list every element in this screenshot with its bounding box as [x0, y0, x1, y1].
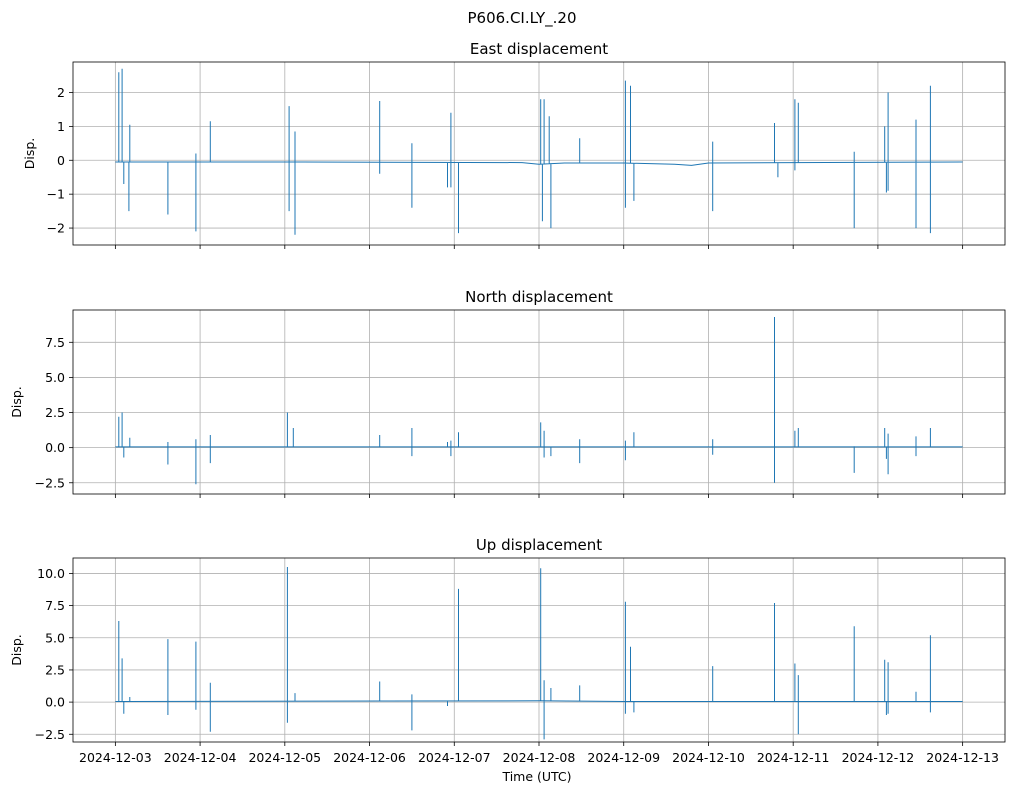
- y-tick: −2: [47, 221, 73, 236]
- displacement-series: [115, 567, 963, 740]
- y-tick: 7.5: [45, 335, 73, 350]
- y-tick-label: −1: [47, 187, 65, 202]
- x-tick: 2024-12-08: [503, 742, 576, 765]
- x-axis-label: Time (UTC): [501, 769, 571, 784]
- grid: [73, 310, 1005, 494]
- x-tick: 2024-12-13: [926, 742, 999, 765]
- y-axis-label: Disp.: [9, 634, 24, 666]
- y-tick-label: 0.0: [45, 695, 65, 710]
- x-tick-label: 2024-12-05: [248, 750, 321, 765]
- y-tick: 7.5: [45, 598, 73, 613]
- x-tick: 2024-12-12: [842, 742, 915, 765]
- y-tick: 0: [57, 153, 73, 168]
- y-tick-label: 7.5: [45, 598, 65, 613]
- y-tick-label: 10.0: [37, 566, 65, 581]
- x-tick: 2024-12-05: [248, 742, 321, 765]
- y-axis-label: Disp.: [22, 138, 37, 170]
- x-tick-label: 2024-12-07: [418, 750, 491, 765]
- x-tick-label: 2024-12-11: [757, 750, 830, 765]
- y-tick-label: 5.0: [45, 630, 65, 645]
- x-tick-label: 2024-12-03: [79, 750, 152, 765]
- x-tick: 2024-12-06: [333, 742, 406, 765]
- y-tick: −1: [47, 187, 73, 202]
- y-tick-label: 2: [57, 85, 65, 100]
- y-tick-label: 1: [57, 119, 65, 134]
- x-tick-label: 2024-12-10: [672, 750, 745, 765]
- x-tick: 2024-12-11: [757, 742, 830, 765]
- displacement-series: [115, 317, 963, 485]
- panel-title: North displacement: [465, 288, 613, 306]
- x-tick: 2024-12-07: [418, 742, 491, 765]
- y-tick: 10.0: [37, 566, 73, 581]
- y-tick: −2.5: [35, 475, 73, 490]
- panel-title: Up displacement: [476, 536, 602, 554]
- y-tick-label: 7.5: [45, 335, 65, 350]
- north-panel: −2.5 0.0 2.5 5.0 7.5 North displacement Disp.: [9, 288, 1006, 498]
- x-tick: 2024-12-10: [672, 742, 745, 765]
- panel-title: East displacement: [470, 40, 608, 58]
- up-panel: 2024-12-03 2024-12-04 2024-12-05 2024-12-06…: [9, 536, 1006, 765]
- x-tick: 2024-12-04: [164, 742, 237, 765]
- y-tick: 5.0: [45, 630, 73, 645]
- y-tick-label: 2.5: [45, 662, 65, 677]
- x-tick: 2024-12-03: [79, 742, 152, 765]
- y-tick-label: −2: [47, 221, 65, 236]
- x-tick: 2024-12-09: [587, 742, 660, 765]
- east-panel: −2 −1 0 1 2 East displacement Disp.: [22, 40, 1006, 249]
- y-tick: 2: [57, 85, 73, 100]
- y-tick: 0.0: [45, 440, 73, 455]
- x-tick-label: 2024-12-08: [503, 750, 576, 765]
- grid: [73, 558, 1005, 742]
- x-tick-label: 2024-12-12: [842, 750, 915, 765]
- grid: [73, 62, 1005, 245]
- y-tick: 5.0: [45, 370, 73, 385]
- x-tick-label: 2024-12-06: [333, 750, 406, 765]
- y-tick-label: −2.5: [35, 727, 65, 742]
- y-tick-label: 2.5: [45, 405, 65, 420]
- figure-title: P606.CI.LY_.20: [468, 9, 577, 28]
- y-tick: 2.5: [45, 662, 73, 677]
- x-tick-label: 2024-12-13: [926, 750, 999, 765]
- y-tick-label: 0: [57, 153, 65, 168]
- y-tick-label: 5.0: [45, 370, 65, 385]
- y-axis-label: Disp.: [9, 386, 24, 418]
- y-tick-label: 0.0: [45, 440, 65, 455]
- y-tick-label: −2.5: [35, 475, 65, 490]
- y-tick: 1: [57, 119, 73, 134]
- displacement-series: [115, 68, 963, 235]
- y-tick: −2.5: [35, 727, 73, 742]
- y-tick: 0.0: [45, 695, 73, 710]
- x-tick-label: 2024-12-09: [587, 750, 660, 765]
- y-tick: 2.5: [45, 405, 73, 420]
- x-tick-label: 2024-12-04: [164, 750, 237, 765]
